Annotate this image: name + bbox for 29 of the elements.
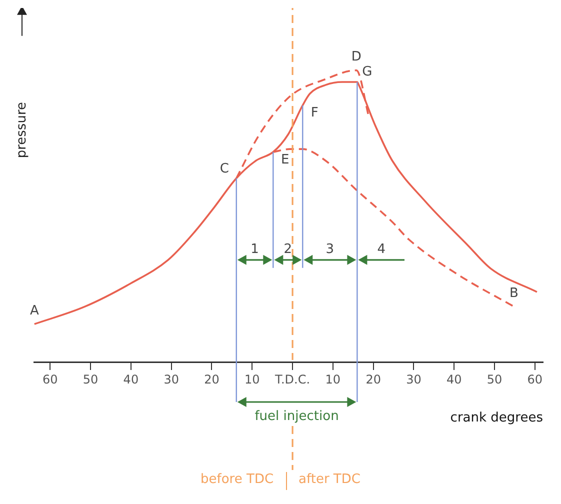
x-tick-label: T.D.C. [274,372,310,386]
x-tick-label: 60 [527,372,543,386]
x-axis-title: crank degrees [450,410,544,426]
x-tick-label: 60 [42,372,58,386]
annotation: B [509,286,518,301]
annotation: C [220,162,229,177]
annotation: 1 [250,242,259,257]
annotation: A [30,303,39,318]
annotation: 3 [326,242,334,257]
x-tick-label: 20 [204,372,220,386]
x-tick-label: 40 [123,372,139,386]
x-tick-label: 20 [366,372,381,386]
x-tick-label: 10 [325,372,341,386]
x-tick-label: 10 [244,372,260,386]
text: fuel injection [254,409,339,424]
x-tick-label: 50 [486,372,502,386]
annotation: G [362,64,372,80]
annotation: E [281,152,290,168]
x-tick-label: 50 [82,372,98,386]
annotation: 4 [377,242,386,257]
text: after TDC [298,472,360,489]
y-axis-title: pressure [14,102,30,158]
x-tick-label: 30 [406,372,422,386]
x-tick-label: 30 [164,372,179,386]
annotation: 2 [284,242,292,257]
text: before TDC [200,472,274,489]
annotation: F [310,106,318,121]
x-tick-label: 40 [446,372,462,386]
annotation: D [351,50,362,65]
